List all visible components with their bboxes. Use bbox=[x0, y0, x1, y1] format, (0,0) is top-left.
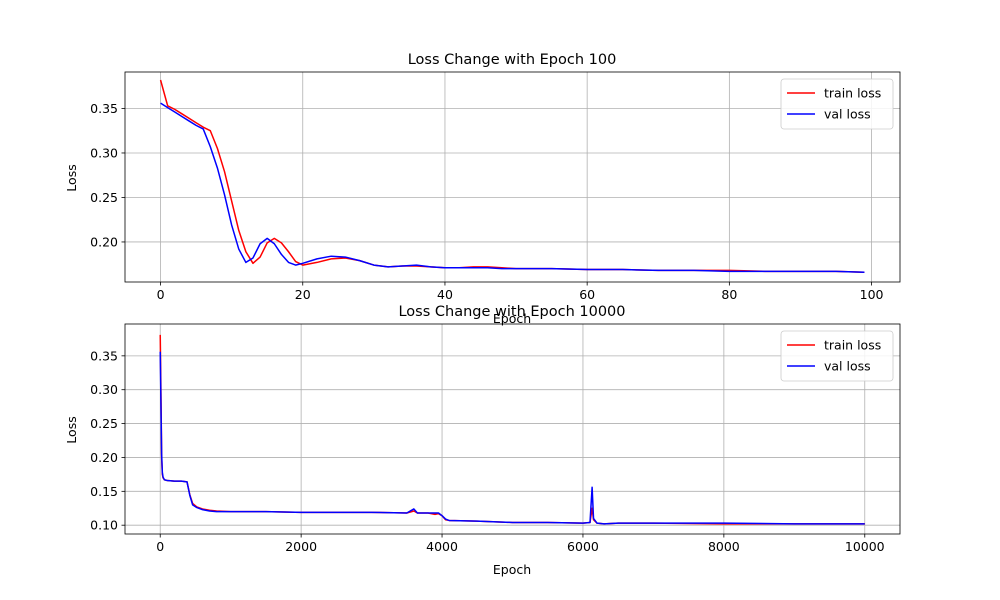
legend-box bbox=[780, 330, 894, 382]
x-tick-label: 0 bbox=[157, 287, 165, 302]
y-tick-label: 0.35 bbox=[90, 348, 118, 363]
subplot-epoch-100: Loss Change with Epoch 100 Epoch Loss 0 2… bbox=[64, 52, 901, 326]
legend: train loss val loss bbox=[780, 330, 894, 382]
x-tick-label: 100 bbox=[860, 287, 884, 302]
y-tick-label: 0.25 bbox=[90, 416, 118, 431]
legend-label: val loss bbox=[824, 107, 871, 122]
axes-frame bbox=[124, 323, 901, 535]
chart-title: Loss Change with Epoch 100 bbox=[408, 52, 617, 68]
x-tick-label: 6000 bbox=[567, 539, 599, 554]
x-tick-label: 0 bbox=[156, 539, 164, 554]
x-tick-label: 20 bbox=[295, 287, 311, 302]
y-axis-label: Loss bbox=[64, 416, 79, 443]
legend-label: train loss bbox=[824, 86, 881, 101]
y-axis-label: Loss bbox=[64, 164, 79, 191]
subplot-epoch-10000: Loss Change with Epoch 10000 Epoch Loss … bbox=[64, 304, 901, 577]
ticks: 0 2000 4000 6000 8000 10000 0.10 0.15 0.20 0.25 0.… bbox=[90, 348, 885, 554]
x-tick-label: 4000 bbox=[426, 539, 458, 554]
legend-label: val loss bbox=[824, 359, 871, 374]
x-tick-label: 60 bbox=[579, 287, 595, 302]
x-tick-label: 40 bbox=[437, 287, 453, 302]
y-tick-label: 0.20 bbox=[90, 234, 118, 249]
y-tick-label: 0.15 bbox=[90, 484, 118, 499]
legend-box bbox=[780, 78, 894, 130]
y-tick-label: 0.30 bbox=[90, 145, 118, 160]
x-tick-label: 8000 bbox=[708, 539, 740, 554]
legend: train loss val loss bbox=[780, 78, 894, 130]
y-tick-label: 0.10 bbox=[90, 518, 118, 533]
x-tick-label: 2000 bbox=[285, 539, 317, 554]
series-lines bbox=[159, 334, 865, 525]
series-line-train-loss bbox=[159, 334, 865, 525]
chart-title: Loss Change with Epoch 10000 bbox=[398, 304, 625, 320]
grid bbox=[125, 72, 900, 282]
x-axis-label: Epoch bbox=[493, 311, 531, 326]
x-axis-label: Epoch bbox=[493, 562, 531, 577]
series-line-val-loss bbox=[159, 351, 865, 525]
legend-label: train loss bbox=[824, 338, 881, 353]
y-tick-label: 0.35 bbox=[90, 101, 118, 116]
y-tick-label: 0.30 bbox=[90, 382, 118, 397]
x-tick-label: 10000 bbox=[845, 539, 885, 554]
y-tick-label: 0.20 bbox=[90, 450, 118, 465]
series-line-val-loss bbox=[160, 102, 865, 273]
ticks: 0 20 40 60 80 100 0.20 0.25 0.30 0.35 bbox=[90, 101, 883, 302]
series-lines bbox=[159, 79, 865, 273]
axes-frame bbox=[124, 71, 901, 283]
y-tick-label: 0.25 bbox=[90, 190, 118, 205]
x-tick-label: 80 bbox=[721, 287, 737, 302]
